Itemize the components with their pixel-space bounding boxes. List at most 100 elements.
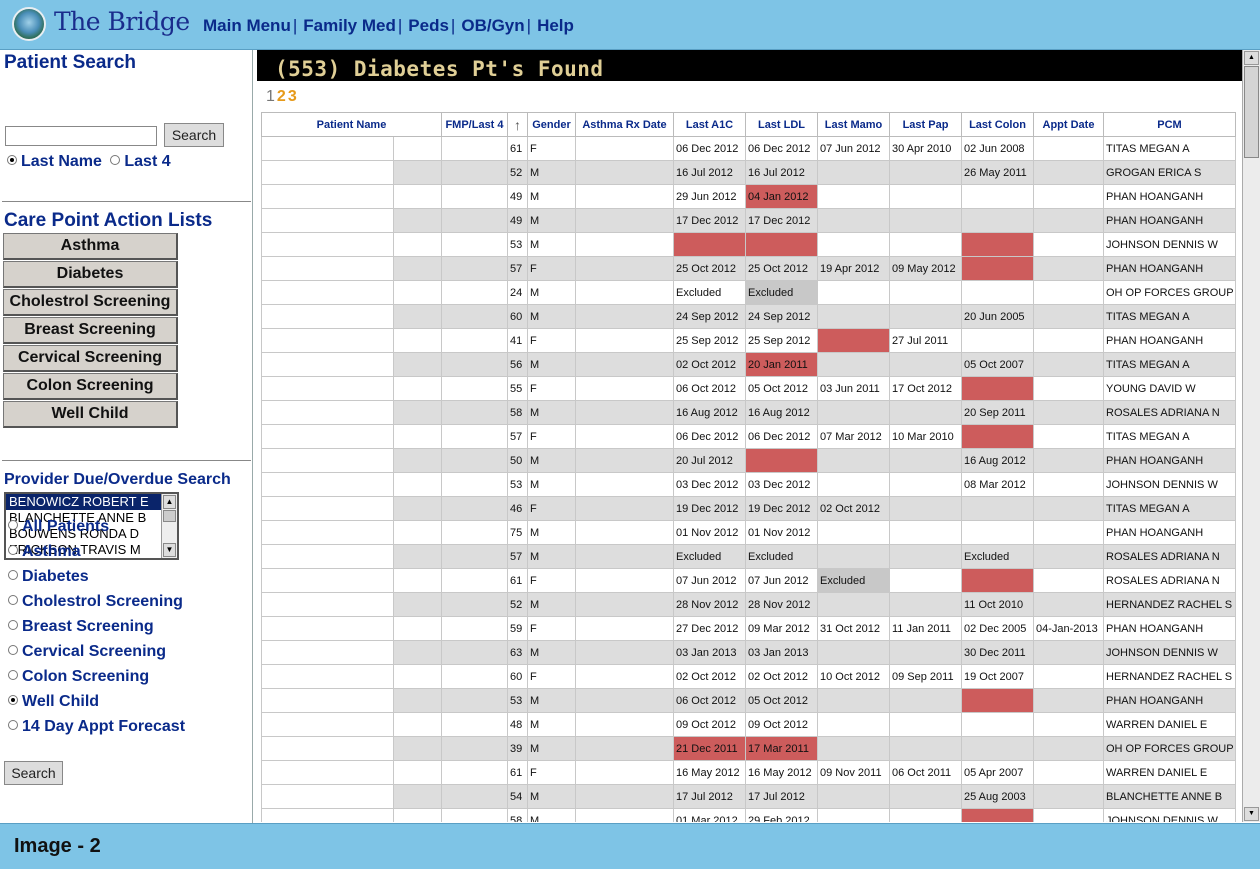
a1c-cell: 03 Dec 2012 xyxy=(673,472,746,497)
table-row[interactable]: 53 M JOHNSON DENNIS W xyxy=(261,232,1236,257)
col-header-last-colon[interactable]: Last Colon xyxy=(961,112,1034,137)
ldl-cell: Excluded xyxy=(745,544,818,569)
table-row[interactable]: 61 F 07 Jun 2012 07 Jun 2012 Excluded ROSALES… xyxy=(261,568,1236,593)
scroll-thumb[interactable] xyxy=(163,510,176,522)
table-row[interactable]: 53 M 06 Oct 2012 05 Oct 2012 PHAN HOANGANH xyxy=(261,688,1236,713)
table-row[interactable]: 48 M 09 Oct 2012 09 Oct 2012 WARREN DANIEL E xyxy=(261,712,1236,737)
nav-help[interactable]: Help xyxy=(537,16,574,35)
table-row[interactable]: 60 M 24 Sep 2012 24 Sep 2012 20 Jun 2005 TITA… xyxy=(261,304,1236,329)
mamo-cell: 31 Oct 2012 xyxy=(817,616,890,641)
age-cell: 52 xyxy=(507,592,528,617)
nav-ob-gyn[interactable]: OB/Gyn xyxy=(461,16,525,35)
provider-option[interactable]: ERICKSON TRAVIS M xyxy=(9,542,141,557)
scroll-down-icon[interactable]: ▼ xyxy=(163,543,176,557)
nav-main-menu[interactable]: Main Menu xyxy=(203,16,291,35)
col-header-last-mamo[interactable]: Last Mamo xyxy=(817,112,890,137)
care-list-cholestrol-screening-button[interactable]: Cholestrol Screening xyxy=(3,289,178,316)
provider-option[interactable]: BOUWENS RONDA D xyxy=(9,526,140,541)
pap-cell xyxy=(889,784,962,809)
table-row[interactable]: 54 M 17 Jul 2012 17 Jul 2012 25 Aug 2003 BLAN… xyxy=(261,784,1236,809)
provider-option[interactable]: BLANCHETTE ANNE B xyxy=(9,510,147,525)
appt-cell xyxy=(1033,760,1104,785)
table-row[interactable]: 56 M 02 Oct 2012 20 Jan 2011 05 Oct 2007 TITA… xyxy=(261,352,1236,377)
report-option-cholestrol-screening[interactable]: Cholestrol Screening xyxy=(8,593,183,611)
table-row[interactable]: 59 F 27 Dec 2012 09 Mar 2012 31 Oct 2012 11 J… xyxy=(261,616,1236,641)
colon-cell xyxy=(961,280,1034,305)
asthma-cell xyxy=(575,784,674,809)
report-option-asthma[interactable]: Asthma xyxy=(8,543,81,561)
provider-option[interactable]: BENOWICZ ROBERT E xyxy=(6,494,177,510)
patient-search-input[interactable] xyxy=(5,126,157,146)
sort-arrow-icon[interactable]: ↑ xyxy=(507,112,528,137)
provider-list-scrollbar[interactable]: ▲ ▼ xyxy=(161,494,177,558)
table-row[interactable]: 39 M 21 Dec 2011 17 Mar 2011 OH OP FORCES GR… xyxy=(261,736,1236,761)
table-row[interactable]: 49 M 29 Jun 2012 04 Jan 2012 PHAN HOANGANH xyxy=(261,184,1236,209)
table-row[interactable]: 61 F 06 Dec 2012 06 Dec 2012 07 Jun 2012 30 A… xyxy=(261,136,1236,161)
col-header-last-a1c[interactable]: Last A1C xyxy=(673,112,746,137)
radio-dot-icon xyxy=(8,595,18,605)
page-link[interactable]: 3 xyxy=(287,88,297,105)
care-list-diabetes-button[interactable]: Diabetes xyxy=(3,261,178,288)
table-row[interactable]: 58 M 01 Mar 2012 29 Feb 2012 JOHNSON DENNIS … xyxy=(261,808,1236,822)
table-row[interactable]: 53 M 03 Dec 2012 03 Dec 2012 08 Mar 2012 JOHN… xyxy=(261,472,1236,497)
care-list-colon-screening-button[interactable]: Colon Screening xyxy=(3,373,178,400)
pap-cell xyxy=(889,808,962,822)
report-option-all-patients[interactable]: All Patients xyxy=(8,518,109,536)
care-list-cervical-screening-button[interactable]: Cervical Screening xyxy=(3,345,178,372)
table-row[interactable]: 52 M 28 Nov 2012 28 Nov 2012 11 Oct 2010 HERN… xyxy=(261,592,1236,617)
col-header-asthma-rx-date[interactable]: Asthma Rx Date xyxy=(575,112,674,137)
report-option-cervical-screening[interactable]: Cervical Screening xyxy=(8,643,166,661)
table-row[interactable]: 58 M 16 Aug 2012 16 Aug 2012 20 Sep 2011 ROSA… xyxy=(261,400,1236,425)
pcm-cell: ROSALES ADRIANA N xyxy=(1103,544,1236,569)
col-header-fmp-last4[interactable]: FMP/Last 4 xyxy=(441,112,508,137)
page-scrollbar[interactable]: ▲ ▼ xyxy=(1242,50,1260,822)
fmp-cell xyxy=(441,592,508,617)
report-option-colon-screening[interactable]: Colon Screening xyxy=(8,668,149,686)
table-row[interactable]: 52 M 16 Jul 2012 16 Jul 2012 26 May 2011 GROG… xyxy=(261,160,1236,185)
col-header-last-ldl[interactable]: Last LDL xyxy=(745,112,818,137)
page-link[interactable]: 2 xyxy=(276,88,286,105)
report-option-14-day-appt-forecast[interactable]: 14 Day Appt Forecast xyxy=(8,718,185,736)
report-option-diabetes[interactable]: Diabetes xyxy=(8,568,89,586)
nav-family-med[interactable]: Family Med xyxy=(303,16,396,35)
table-row[interactable]: 24 M Excluded Excluded OH OP FORCES GROUP xyxy=(261,280,1236,305)
scroll-up-icon[interactable]: ▲ xyxy=(163,495,176,509)
fmp-cell xyxy=(441,448,508,473)
table-row[interactable]: 63 M 03 Jan 2013 03 Jan 2013 30 Dec 2011 JOHN… xyxy=(261,640,1236,665)
radio-last-4[interactable]: Last 4 xyxy=(110,153,171,170)
col-header-gender[interactable]: Gender xyxy=(527,112,576,137)
scroll-down-icon[interactable]: ▼ xyxy=(1244,807,1259,821)
table-row[interactable]: 55 F 06 Oct 2012 05 Oct 2012 03 Jun 2011 17 O… xyxy=(261,376,1236,401)
table-row[interactable]: 41 F 25 Sep 2012 25 Sep 2012 27 Jul 2011 PHAN… xyxy=(261,328,1236,353)
patient-search-button[interactable]: Search xyxy=(164,123,224,147)
col-header-pcm[interactable]: PCM xyxy=(1103,112,1236,137)
table-row[interactable]: 57 F 06 Dec 2012 06 Dec 2012 07 Mar 2012 10 M… xyxy=(261,424,1236,449)
table-row[interactable]: 75 M 01 Nov 2012 01 Nov 2012 PHAN HOANGANH xyxy=(261,520,1236,545)
col-header-patient-name[interactable]: Patient Name xyxy=(261,112,442,137)
patient-name-cell-2 xyxy=(393,280,442,305)
report-option-well-child[interactable]: Well Child xyxy=(8,693,99,711)
radio-last-name[interactable]: Last Name xyxy=(7,153,102,170)
care-list-asthma-button[interactable]: Asthma xyxy=(3,233,178,260)
report-option-breast-screening[interactable]: Breast Screening xyxy=(8,618,154,636)
table-row[interactable]: 60 F 02 Oct 2012 02 Oct 2012 10 Oct 2012 09 S… xyxy=(261,664,1236,689)
table-row[interactable]: 46 F 19 Dec 2012 19 Dec 2012 02 Oct 2012 TITA… xyxy=(261,496,1236,521)
table-row[interactable]: 61 F 16 May 2012 16 May 2012 09 Nov 2011 06 O… xyxy=(261,760,1236,785)
provider-search-button[interactable]: Search xyxy=(4,761,63,785)
scroll-up-icon[interactable]: ▲ xyxy=(1244,51,1259,65)
provider-listbox[interactable]: BENOWICZ ROBERT E BLANCHETTE ANNE B BOUWEN… xyxy=(4,492,179,560)
table-row[interactable]: 49 M 17 Dec 2012 17 Dec 2012 PHAN HOANGANH xyxy=(261,208,1236,233)
scroll-thumb[interactable] xyxy=(1244,66,1259,158)
nav-peds[interactable]: Peds xyxy=(408,16,449,35)
ldl-cell: 07 Jun 2012 xyxy=(745,568,818,593)
care-list-well-child-button[interactable]: Well Child xyxy=(3,401,178,428)
col-header-appt-date[interactable]: Appt Date xyxy=(1033,112,1104,137)
table-row[interactable]: 57 M Excluded Excluded Excluded ROSALES ADRIA… xyxy=(261,544,1236,569)
col-header-last-pap[interactable]: Last Pap xyxy=(889,112,962,137)
patient-name-cell-2 xyxy=(393,208,442,233)
care-list-breast-screening-button[interactable]: Breast Screening xyxy=(3,317,178,344)
table-row[interactable]: 50 M 20 Jul 2012 16 Aug 2012 PHAN HOANGANH xyxy=(261,448,1236,473)
patient-name-cell-2 xyxy=(393,376,442,401)
table-row[interactable]: 57 F 25 Oct 2012 25 Oct 2012 19 Apr 2012 09 M… xyxy=(261,256,1236,281)
pap-cell xyxy=(889,160,962,185)
